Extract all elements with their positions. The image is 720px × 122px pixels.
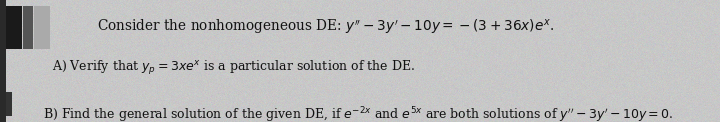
Text: A) Verify that $y_p = 3xe^x$ is a particular solution of the DE.: A) Verify that $y_p = 3xe^x$ is a partic… bbox=[52, 59, 415, 77]
FancyBboxPatch shape bbox=[23, 6, 33, 49]
Text: B) Find the general solution of the given DE, if $e^{-2x}$ and $e^{5x}$ are both: B) Find the general solution of the give… bbox=[43, 105, 674, 122]
FancyBboxPatch shape bbox=[34, 6, 50, 49]
Text: Consider the nonhomogeneous DE: $y'' - 3y' - 10y = -(3 + 36x)e^x$.: Consider the nonhomogeneous DE: $y'' - 3… bbox=[97, 18, 554, 37]
FancyBboxPatch shape bbox=[6, 92, 12, 116]
FancyBboxPatch shape bbox=[6, 6, 22, 49]
FancyBboxPatch shape bbox=[0, 0, 6, 122]
